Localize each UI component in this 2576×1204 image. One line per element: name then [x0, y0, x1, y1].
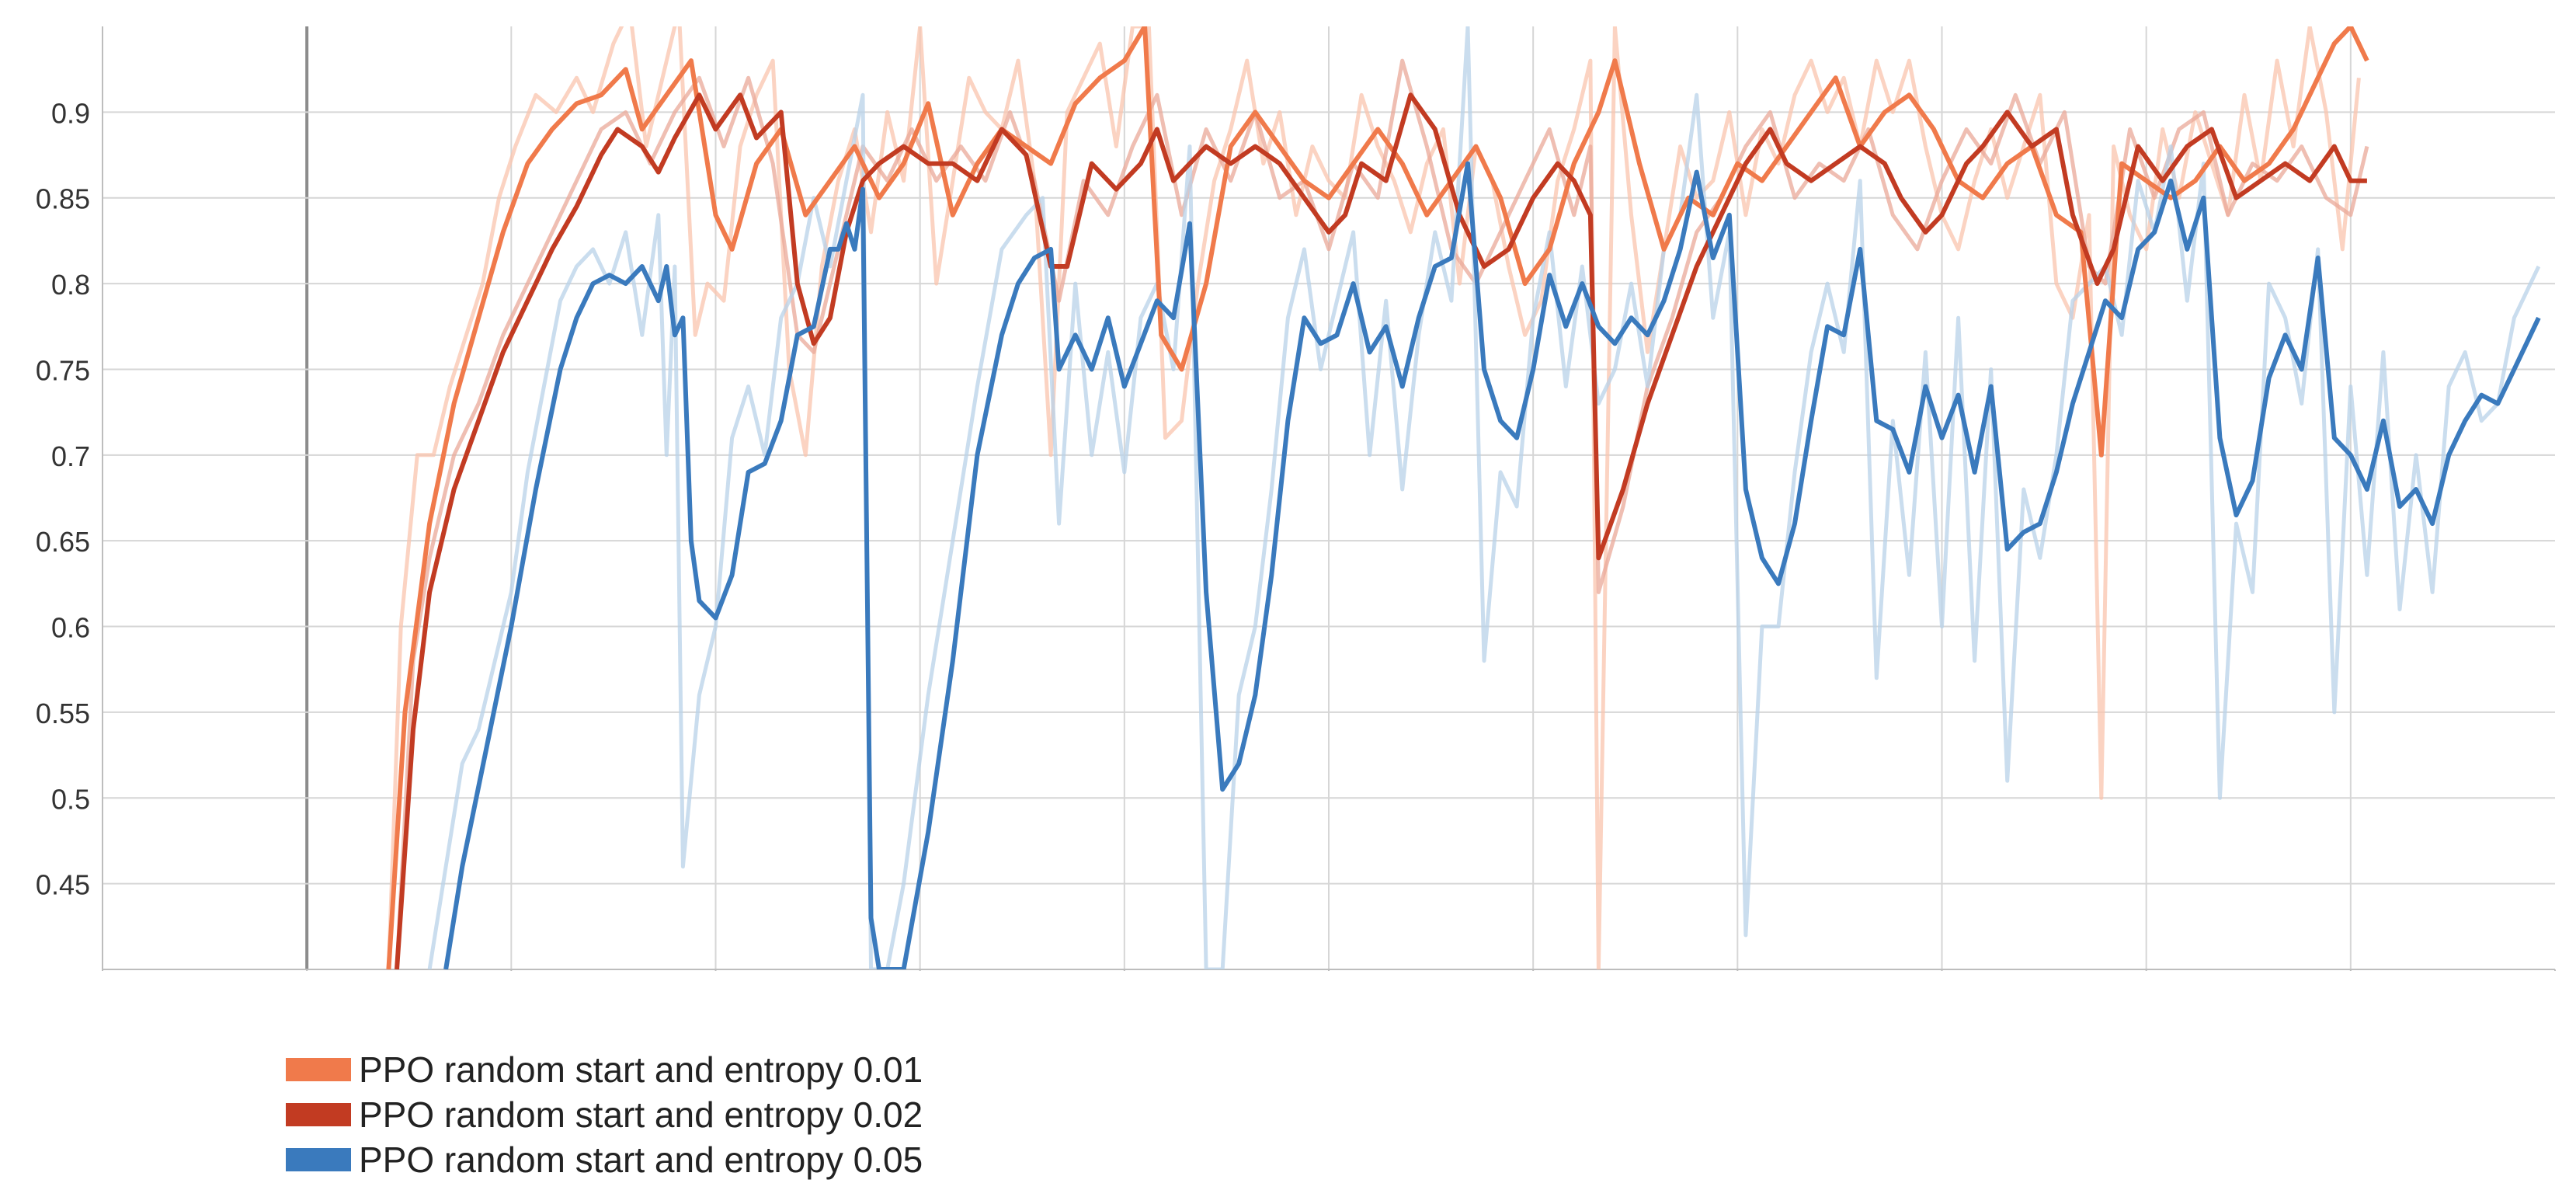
chart-root: 0.450.50.550.60.650.70.750.80.850.90500k…	[36, 26, 2556, 1027]
y-tick-label: 0.65	[36, 526, 90, 558]
legend: PPO random start and entropy 0.01 PPO ra…	[286, 1047, 923, 1182]
raw-series-line-1	[386, 26, 2361, 969]
y-tick-label: 0.75	[36, 354, 90, 386]
y-tick-label: 0.9	[51, 97, 90, 129]
y-tick-label: 0.45	[36, 869, 90, 901]
y-tick-label: 0.85	[36, 183, 90, 215]
legend-label: PPO random start and entropy 0.02	[359, 1094, 923, 1135]
raw-series-line-2	[395, 58, 2369, 969]
legend-swatch	[286, 1148, 351, 1171]
y-tick-label: 0.7	[51, 440, 90, 472]
legend-swatch	[286, 1058, 351, 1081]
series-line-3	[443, 161, 2541, 969]
legend-swatch	[286, 1103, 351, 1126]
series-line-2	[395, 92, 2367, 969]
legend-label: PPO random start and entropy 0.05	[359, 1140, 923, 1180]
grid-layer	[103, 26, 2555, 969]
line-chart: 0.450.50.550.60.650.70.750.80.850.90500k…	[36, 26, 2556, 1027]
legend-label: PPO random start and entropy 0.01	[359, 1049, 923, 1090]
series-line-1	[386, 26, 2369, 969]
y-tick-label: 0.5	[51, 783, 90, 815]
smoothed-series-layer	[386, 26, 2541, 969]
legend-item-entropy-005[interactable]: PPO random start and entropy 0.05	[286, 1137, 923, 1182]
y-tick-label: 0.55	[36, 698, 90, 729]
y-tick-label: 0.8	[51, 269, 90, 301]
y-tick-label: 0.6	[51, 612, 90, 644]
legend-item-entropy-002[interactable]: PPO random start and entropy 0.02	[286, 1092, 923, 1137]
legend-item-entropy-001[interactable]: PPO random start and entropy 0.01	[286, 1047, 923, 1092]
raw-series-line-3	[427, 26, 2541, 969]
raw-series-layer	[386, 26, 2541, 969]
